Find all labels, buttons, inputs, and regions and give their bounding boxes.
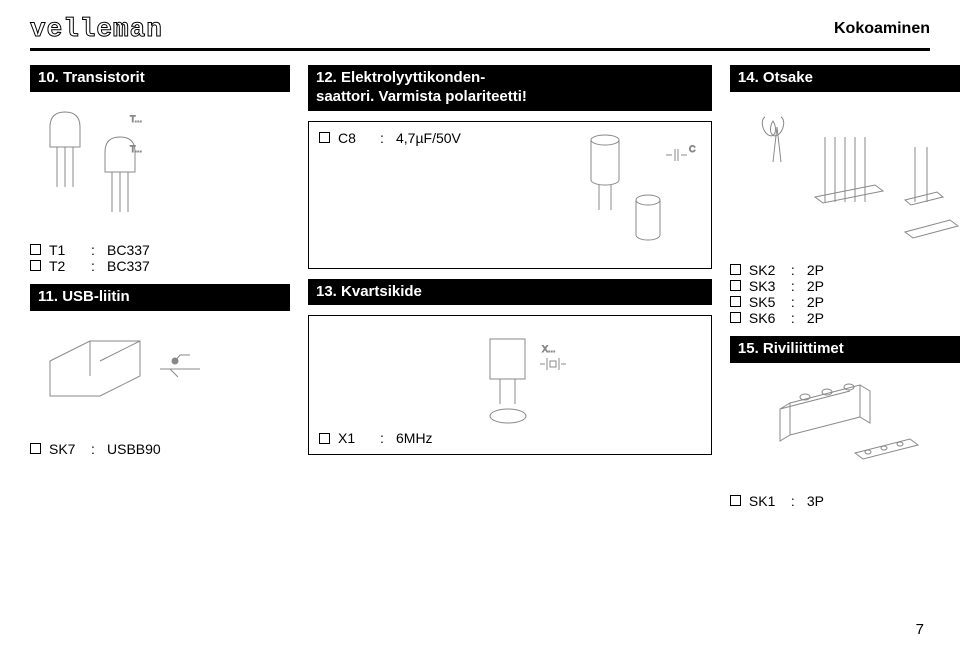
value: 3P (807, 493, 824, 509)
section-title: 13. Kvartsikide (308, 279, 712, 306)
value: USBB90 (107, 441, 161, 457)
checklist-item: C8:4,7µF/50V (319, 130, 461, 146)
illustration (730, 373, 960, 483)
checkbox-icon (730, 296, 741, 307)
designator: SK5 (749, 294, 783, 310)
checkbox-icon (730, 280, 741, 291)
illustration (730, 102, 960, 252)
section-title: 11. USB-liitin (30, 284, 290, 311)
svg-text:T...: T... (130, 114, 142, 124)
value: 6MHz (396, 430, 433, 446)
designator: SK2 (749, 262, 783, 278)
svg-text:T...: T... (130, 144, 142, 154)
checklist-item: SK3:2P (730, 278, 960, 294)
checkbox-icon (30, 244, 41, 255)
designator: SK3 (749, 278, 783, 294)
boxed-content: C8:4,7µF/50V C (308, 121, 712, 269)
checklist: T1:BC337T2:BC337 (30, 242, 290, 274)
page-number: 7 (916, 621, 924, 638)
checklist-item: SK7:USBB90 (30, 441, 290, 457)
designator: SK1 (749, 493, 783, 509)
section-title: 10. Transistorit (30, 65, 290, 92)
illustration: T... T... (30, 102, 290, 232)
checkbox-icon (30, 443, 41, 454)
section-title: 14. Otsake (730, 65, 960, 92)
checkbox-icon (730, 495, 741, 506)
designator: X1 (338, 430, 372, 446)
brand-logo: velleman (30, 14, 163, 44)
value: 4,7µF/50V (396, 130, 461, 146)
checklist-item: SK6:2P (730, 310, 960, 326)
checklist: SK2:2PSK3:2PSK5:2PSK6:2P (730, 262, 960, 326)
page-title: Kokoaminen (834, 20, 930, 38)
checkbox-icon (730, 264, 741, 275)
value: 2P (807, 262, 824, 278)
checkbox-icon (319, 433, 330, 444)
svg-text:C: C (689, 144, 696, 154)
column: 10. Transistorit T... T... T1:BC337T2:BC337… (30, 65, 290, 509)
checklist-item: SK1:3P (730, 493, 960, 509)
horizontal-rule (30, 48, 930, 51)
content-columns: 10. Transistorit T... T... T1:BC337T2:BC337… (30, 65, 930, 509)
column: 14. Otsake SK2:2PSK3:2PSK5:2PSK6:2P 15. Ri… (730, 65, 960, 509)
checklist-item: X1:6MHz (319, 430, 701, 446)
value: 2P (807, 294, 824, 310)
checklist-item: SK2:2P (730, 262, 960, 278)
designator: T1 (49, 242, 83, 258)
designator: SK6 (749, 310, 783, 326)
checklist-item: SK5:2P (730, 294, 960, 310)
header-row: velleman Kokoaminen (30, 14, 930, 44)
transistors-illustration: T... T... (30, 102, 290, 232)
value: BC337 (107, 242, 150, 258)
capacitor-illustration: C (461, 130, 701, 260)
value: BC337 (107, 258, 150, 274)
checklist-item: T1:BC337 (30, 242, 290, 258)
crystal-illustration: X... (430, 324, 590, 424)
checklist: SK7:USBB90 (30, 441, 290, 457)
checkbox-icon (730, 312, 741, 323)
checklist: SK1:3P (730, 493, 960, 509)
column: 12. Elektrolyyttikonden- saattori. Varmi… (308, 65, 712, 509)
svg-text:X...: X... (542, 344, 556, 354)
designator: SK7 (49, 441, 83, 457)
usb-illustration (30, 321, 290, 431)
boxed-content: X... X1:6MHz (308, 315, 712, 455)
terminal-illustration (730, 373, 960, 483)
section-title: 15. Riviliittimet (730, 336, 960, 363)
checkbox-icon (319, 132, 330, 143)
illustration (30, 321, 290, 431)
designator: C8 (338, 130, 372, 146)
designator: T2 (49, 258, 83, 274)
checklist-item: T2:BC337 (30, 258, 290, 274)
value: 2P (807, 278, 824, 294)
value: 2P (807, 310, 824, 326)
section-title: 12. Elektrolyyttikonden- saattori. Varmi… (308, 65, 712, 111)
checkbox-icon (30, 260, 41, 271)
headers-illustration (730, 102, 960, 252)
